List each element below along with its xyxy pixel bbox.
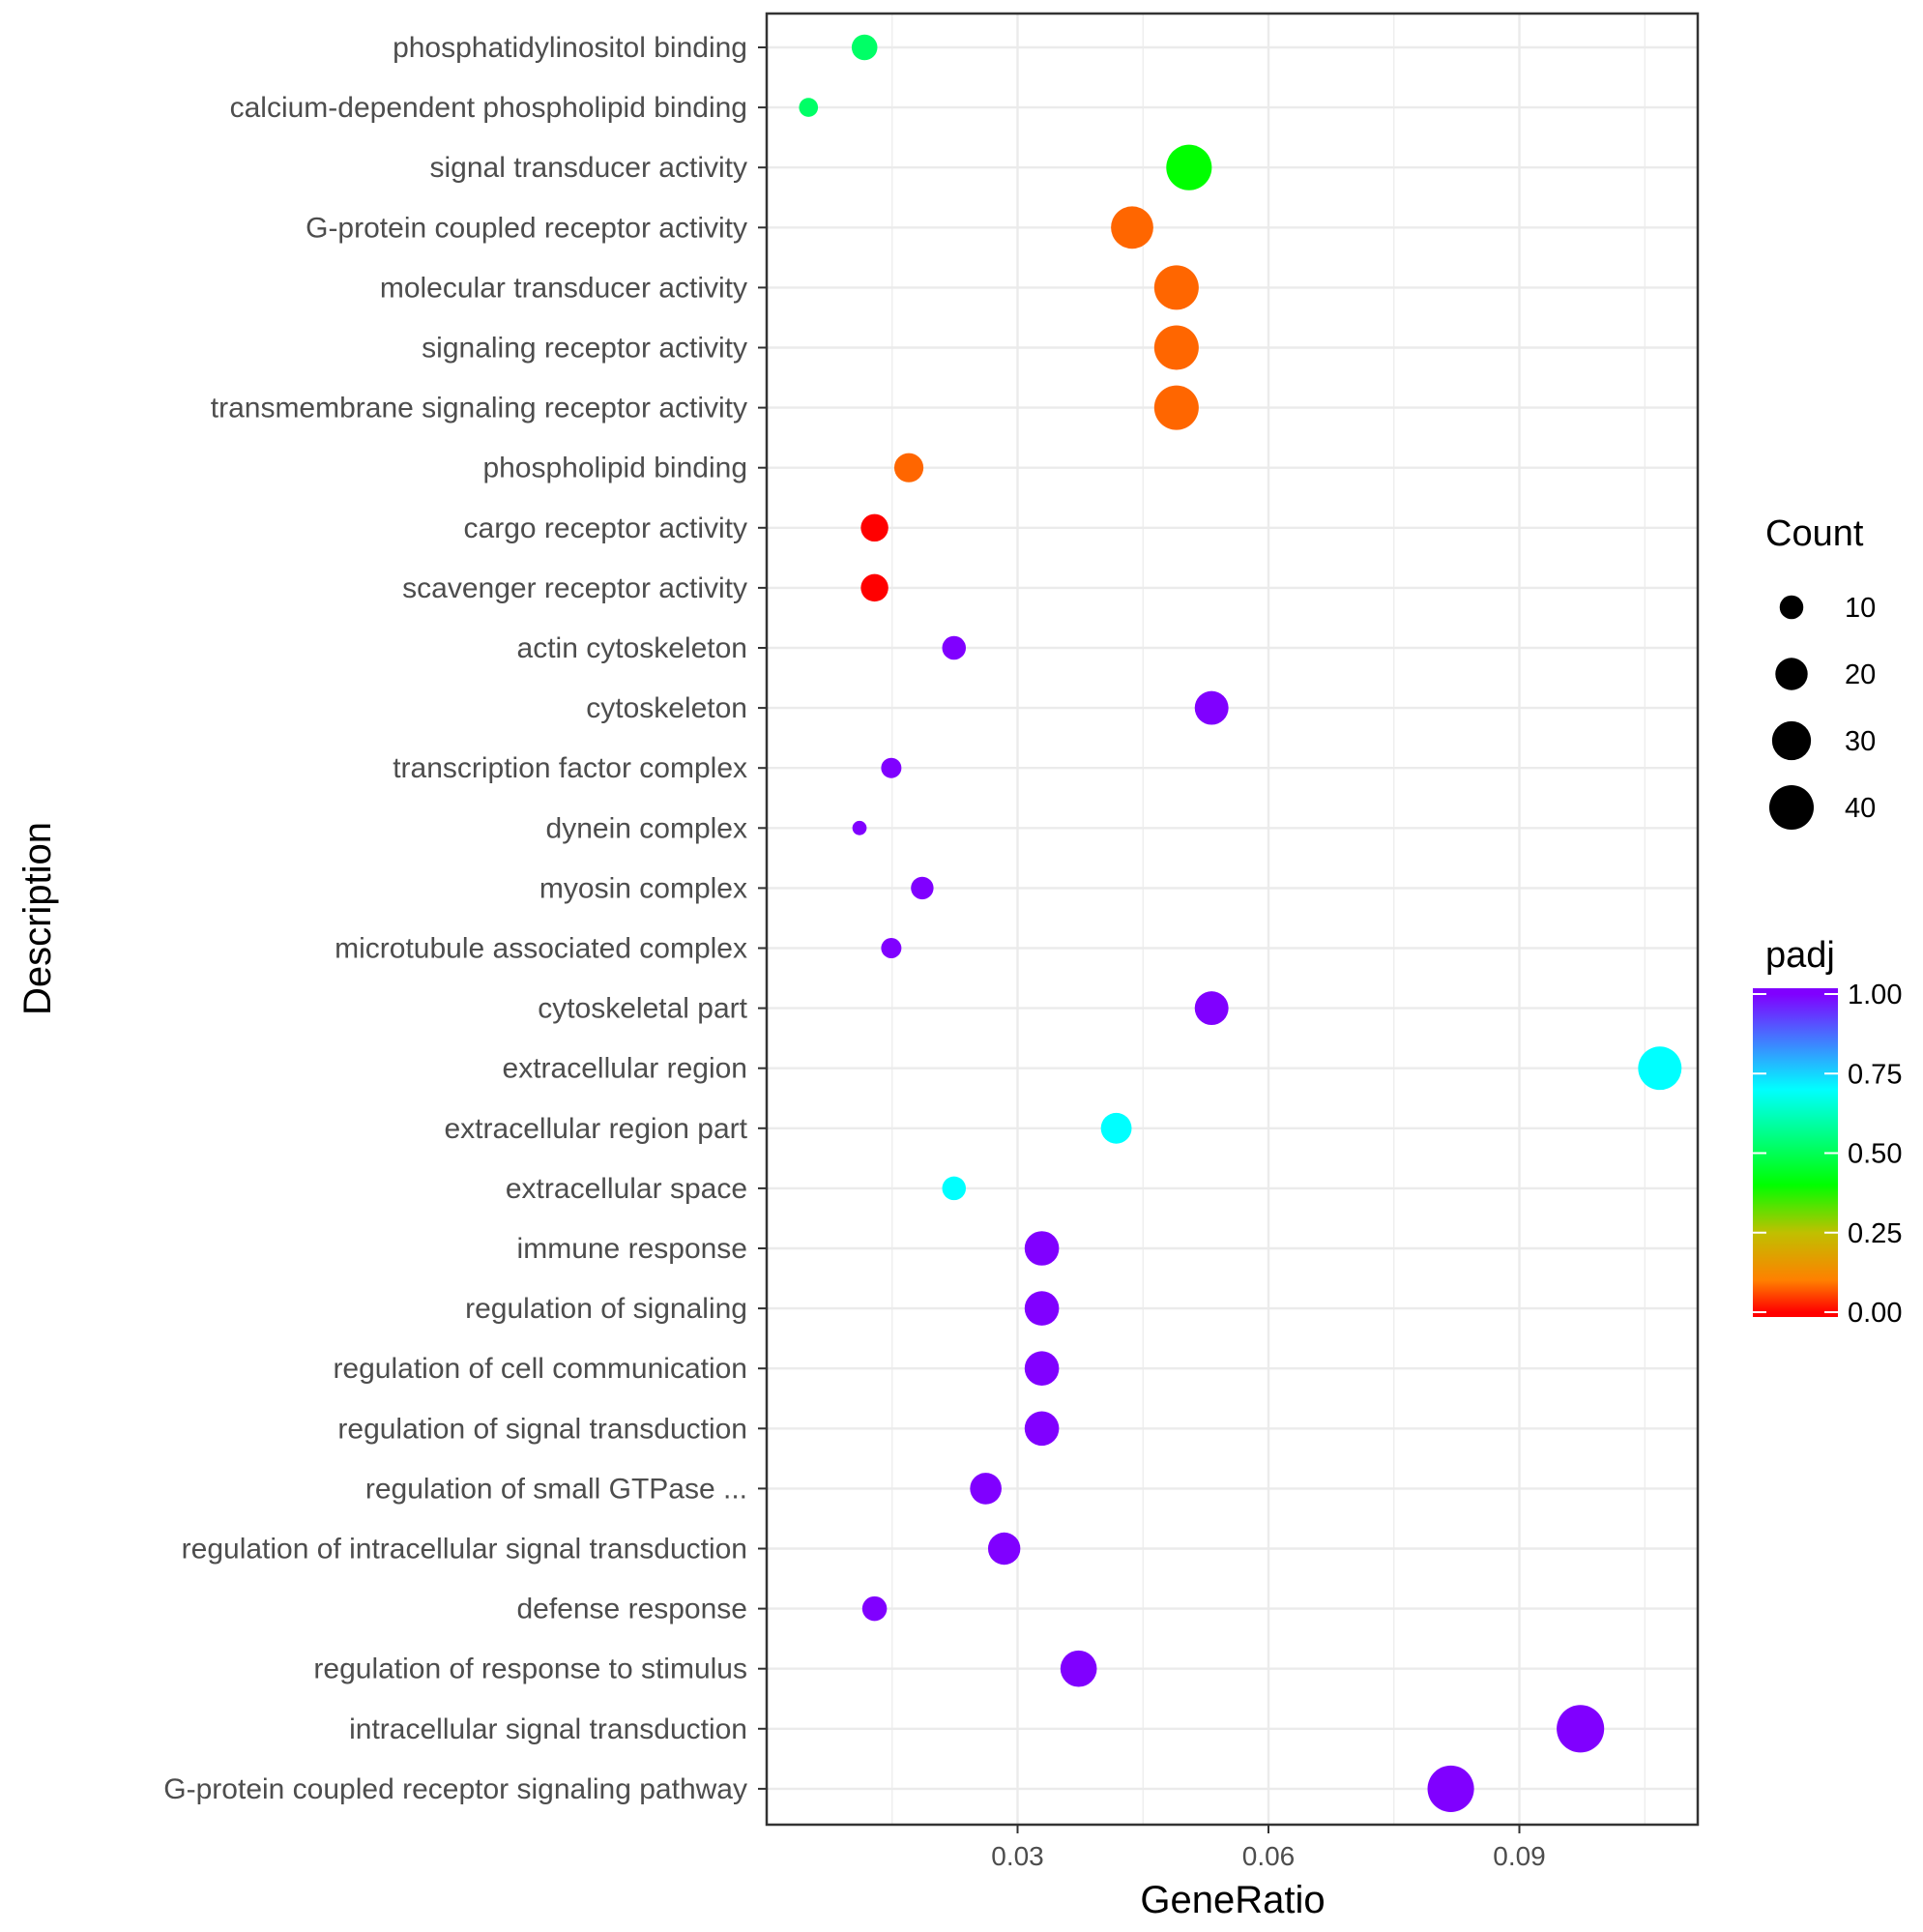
y-tick-label: microtubule associated complex <box>335 933 747 965</box>
y-tick-label: transmembrane signaling receptor activit… <box>211 393 747 424</box>
size-legend-label: 20 <box>1845 659 1876 690</box>
data-points <box>799 34 1682 1812</box>
x-tick-label: 0.06 <box>1242 1841 1296 1871</box>
data-point <box>1153 385 1199 430</box>
color-legend-label: 0.75 <box>1848 1059 1902 1090</box>
color-legend-title: padj <box>1765 935 1835 976</box>
size-legend-label: 40 <box>1845 793 1876 824</box>
data-point <box>1024 1231 1060 1266</box>
data-point <box>1557 1705 1605 1753</box>
data-point <box>1427 1765 1474 1812</box>
data-point <box>970 1473 1002 1505</box>
data-point <box>860 513 889 542</box>
data-point <box>1638 1046 1682 1091</box>
size-legend-label: 10 <box>1845 593 1876 624</box>
y-tick-label: regulation of intracellular signal trans… <box>182 1534 747 1566</box>
plot-panel-background <box>767 14 1698 1825</box>
y-tick-label: phosphatidylinositol binding <box>393 32 747 64</box>
data-point <box>942 1176 967 1201</box>
grid-lines <box>767 14 1698 1825</box>
data-point <box>1194 991 1229 1026</box>
y-tick-label: extracellular space <box>506 1173 747 1205</box>
size-legend-dot <box>1768 784 1815 831</box>
data-point <box>1024 1291 1060 1326</box>
y-tick-label: phospholipid binding <box>482 453 747 484</box>
y-tick-label: transcription factor complex <box>393 752 747 784</box>
y-tick-label: dynein complex <box>546 812 747 844</box>
size-legend-dot <box>1779 595 1804 620</box>
y-axis-labels: phosphatidylinositol binding calcium-depe… <box>163 32 767 1805</box>
color-legend-label: 0.25 <box>1848 1218 1902 1249</box>
data-point <box>1153 265 1199 310</box>
plot-panel-border <box>765 12 1700 1827</box>
size-legend-label: 30 <box>1845 726 1876 757</box>
data-point <box>1194 690 1229 725</box>
size-legend-dot <box>1775 658 1808 690</box>
y-tick-label: defense response <box>516 1594 747 1625</box>
x-axis-ticks: 0.03 0.06 0.09 <box>991 1825 1546 1871</box>
y-tick-label: intracellular signal transduction <box>349 1713 747 1745</box>
x-tick-label: 0.03 <box>991 1841 1044 1871</box>
size-legend: Count 10 20 30 40 <box>1765 513 1876 831</box>
data-point <box>799 98 819 117</box>
color-legend-label: 0.50 <box>1848 1139 1902 1170</box>
data-point <box>852 820 867 835</box>
data-point <box>893 453 924 483</box>
y-tick-label: regulation of cell communication <box>333 1353 747 1385</box>
data-point <box>860 573 889 602</box>
data-point <box>911 876 934 900</box>
color-bar <box>1753 988 1838 1317</box>
data-point <box>881 938 902 958</box>
data-point <box>861 1595 888 1622</box>
y-tick-label: signaling receptor activity <box>422 333 747 365</box>
y-tick-label: regulation of response to stimulus <box>313 1654 747 1685</box>
x-tick-label: 0.09 <box>1493 1841 1546 1871</box>
y-tick-label: calcium-dependent phospholipid binding <box>230 92 747 124</box>
data-point <box>987 1532 1021 1566</box>
data-point <box>1166 144 1212 190</box>
y-tick-label: actin cytoskeleton <box>517 632 747 664</box>
y-tick-label: cytoskeleton <box>586 692 747 724</box>
y-tick-label: signal transducer activity <box>430 152 747 184</box>
y-tick-label: cargo receptor activity <box>464 512 747 544</box>
color-legend-label: 1.00 <box>1848 980 1902 1010</box>
data-point <box>1100 1112 1132 1144</box>
data-point <box>881 757 902 778</box>
data-point <box>851 34 878 61</box>
y-tick-label: G-protein coupled receptor signaling pat… <box>163 1773 747 1805</box>
data-point <box>1060 1650 1097 1687</box>
y-axis-title: Description <box>16 822 59 1015</box>
y-tick-label: molecular transducer activity <box>380 272 747 304</box>
y-tick-label: extracellular region <box>503 1053 747 1085</box>
y-tick-label: regulation of small GTPase ... <box>365 1473 747 1505</box>
y-tick-label: scavenger receptor activity <box>402 572 747 604</box>
size-legend-title: Count <box>1765 513 1864 554</box>
y-tick-label: extracellular region part <box>445 1113 748 1145</box>
size-legend-dot <box>1771 720 1812 761</box>
x-axis-title: GeneRatio <box>1140 1879 1325 1921</box>
y-tick-label: cytoskeletal part <box>538 993 747 1025</box>
y-tick-label: immune response <box>517 1233 747 1265</box>
data-point <box>1153 325 1199 370</box>
color-legend: padj 1.00 0.75 0.50 0.25 0.00 <box>1753 935 1902 1329</box>
data-point <box>1024 1351 1060 1387</box>
y-tick-label: G-protein coupled receptor activity <box>306 212 747 244</box>
data-point <box>1024 1411 1060 1447</box>
y-tick-label: regulation of signaling <box>465 1293 747 1325</box>
color-legend-label: 0.00 <box>1848 1298 1902 1329</box>
y-tick-label: regulation of signal transduction <box>337 1413 747 1445</box>
data-point <box>942 635 967 660</box>
y-tick-label: myosin complex <box>539 872 747 904</box>
data-point <box>1111 206 1153 249</box>
